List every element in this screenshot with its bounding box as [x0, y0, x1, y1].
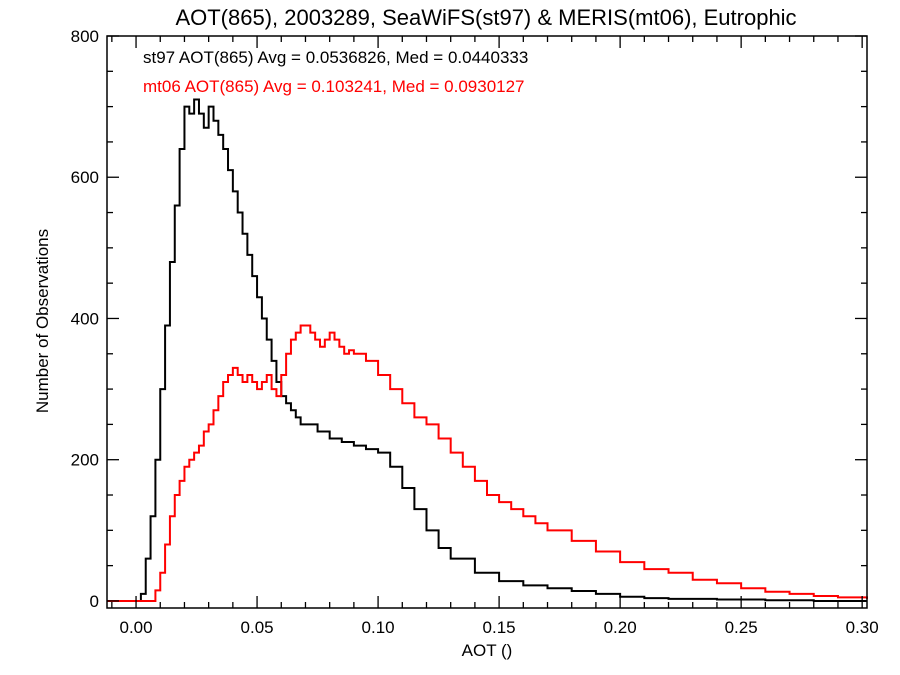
y-tick-label: 200 [71, 451, 99, 470]
plot-area: 0.00 0.05 0.10 0.15 0.20 0.25 0.30 0 200 400 600 80… [71, 27, 879, 637]
y-tick-label: 0 [90, 592, 99, 611]
series-layer [107, 98, 868, 602]
ticks-layer: 0.00 0.05 0.10 0.15 0.20 0.25 0.30 0 200 400 600 80… [71, 27, 879, 637]
x-tick-label: 0.00 [119, 618, 152, 637]
series-line-mt06 [107, 324, 868, 602]
x-tick-label: 0.30 [846, 618, 879, 637]
x-tick-label: 0.05 [241, 618, 274, 637]
annotation-mt06: mt06 AOT(865) Avg = 0.103241, Med = 0.09… [143, 77, 525, 96]
x-tick-label: 0.10 [362, 618, 395, 637]
chart-title: AOT(865), 2003289, SeaWiFS(st97) & MERIS… [175, 5, 796, 30]
y-tick-label: 800 [71, 27, 99, 46]
x-tick-label: 0.25 [725, 618, 758, 637]
y-axis-title: Number of Observations [33, 229, 52, 413]
annotation-st97: st97 AOT(865) Avg = 0.0536826, Med = 0.0… [143, 48, 528, 67]
y-tick-label: 400 [71, 309, 99, 328]
y-tick-label: 600 [71, 168, 99, 187]
plot-frame [106, 35, 868, 609]
x-axis-title: AOT () [462, 641, 513, 660]
x-tick-label: 0.20 [604, 618, 637, 637]
series-line-st97 [107, 98, 867, 602]
x-tick-label: 0.15 [483, 618, 516, 637]
